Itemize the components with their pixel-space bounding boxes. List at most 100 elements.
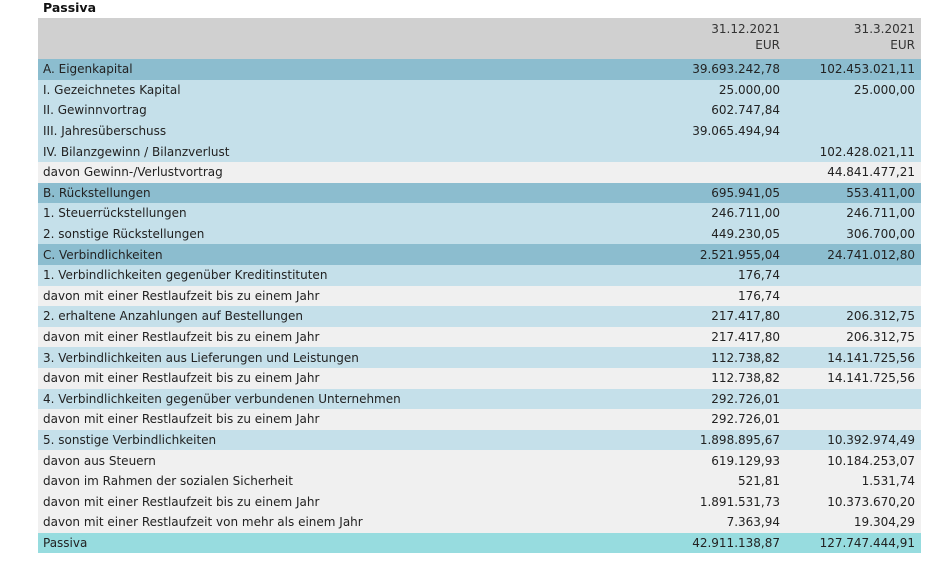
value-2021-12: 39.693.242,78: [649, 59, 786, 80]
value-2021-03: 14.141.725,56: [786, 367, 921, 389]
value-2021-12: 25.000,00: [649, 79, 786, 101]
row-label: davon Gewinn-/Verlustvortrag: [38, 161, 649, 183]
row-label: C. Verbindlichkeiten: [38, 244, 649, 265]
value-2021-12: 39.065.494,94: [649, 120, 786, 142]
table-row: II. Gewinnvortrag 602.747,84: [38, 100, 921, 121]
passiva-table: 31.12.2021 EUR 31.3.2021 EUR A. Eigenkap…: [38, 18, 921, 554]
row-label: III. Jahresüberschuss: [38, 120, 649, 142]
value-2021-03: 1.531,74: [786, 470, 921, 492]
row-label: 4. Verbindlichkeiten gegenüber verbunden…: [38, 388, 649, 410]
value-2021-03: 306.700,00: [786, 223, 921, 245]
value-2021-03: 25.000,00: [786, 79, 921, 101]
row-label: 1. Verbindlichkeiten gegenüber Kreditins…: [38, 264, 649, 286]
table-row: 1. Steuerrückstellungen 246.711,00 246.711…: [38, 203, 921, 224]
table-row: III. Jahresüberschuss 39.065.494,94: [38, 120, 921, 142]
row-label: davon mit einer Restlaufzeit von mehr al…: [38, 512, 649, 533]
value-2021-03: [786, 409, 921, 430]
value-2021-03: [786, 120, 921, 142]
header-currency: EUR: [755, 38, 780, 52]
table-header: 31.12.2021 EUR 31.3.2021 EUR: [38, 18, 921, 59]
value-2021-03: 127.747.444,91: [786, 532, 921, 554]
row-label: davon mit einer Restlaufzeit bis zu eine…: [38, 491, 649, 513]
table-row: davon mit einer Restlaufzeit von mehr al…: [38, 512, 921, 533]
value-2021-03: 102.453.021,11: [786, 59, 921, 80]
header-currency: EUR: [890, 38, 915, 52]
value-2021-03: 206.312,75: [786, 306, 921, 327]
value-2021-12: 217.417,80: [649, 326, 786, 348]
value-2021-12: 2.521.955,04: [649, 244, 786, 265]
header-date: 31.12.2021: [711, 22, 780, 36]
value-2021-12: 176,74: [649, 264, 786, 286]
value-2021-12: 176,74: [649, 285, 786, 307]
row-label: davon mit einer Restlaufzeit bis zu eine…: [38, 409, 649, 430]
header-label-cell: [38, 18, 649, 59]
row-label: I. Gezeichnetes Kapital: [38, 79, 649, 101]
value-2021-03: 44.841.477,21: [786, 161, 921, 183]
value-2021-03: 19.304,29: [786, 512, 921, 533]
value-2021-12: 602.747,84: [649, 100, 786, 121]
row-label: II. Gewinnvortrag: [38, 100, 649, 121]
header-date-2021-12: 31.12.2021 EUR: [649, 18, 786, 59]
table-row: davon mit einer Restlaufzeit bis zu eine…: [38, 326, 921, 348]
header-date-2021-03: 31.3.2021 EUR: [786, 18, 921, 59]
value-2021-12: 619.129,93: [649, 450, 786, 471]
value-2021-12: [649, 141, 786, 162]
row-label: Passiva: [38, 532, 649, 554]
table-row: 3. Verbindlichkeiten aus Lieferungen und…: [38, 347, 921, 368]
table-row: B. Rückstellungen 695.941,05 553.411,00: [38, 182, 921, 204]
value-2021-03: 206.312,75: [786, 326, 921, 348]
value-2021-03: 10.373.670,20: [786, 491, 921, 513]
value-2021-03: 553.411,00: [786, 182, 921, 204]
value-2021-12: 292.726,01: [649, 409, 786, 430]
table-row: A. Eigenkapital 39.693.242,78 102.453.021,…: [38, 59, 921, 80]
value-2021-12: 695.941,05: [649, 182, 786, 204]
value-2021-12: 112.738,82: [649, 367, 786, 389]
table-row: C. Verbindlichkeiten 2.521.955,04 24.741.0…: [38, 244, 921, 265]
table-row: davon Gewinn-/Verlustvortrag 44.841.477,2…: [38, 161, 921, 183]
table-row: I. Gezeichnetes Kapital 25.000,00 25.000,0…: [38, 79, 921, 101]
value-2021-12: 449.230,05: [649, 223, 786, 245]
value-2021-03: 10.184.253,07: [786, 450, 921, 471]
table-row: davon im Rahmen der sozialen Sicherheit 5…: [38, 470, 921, 492]
table-row: 2. erhaltene Anzahlungen auf Bestellunge…: [38, 306, 921, 327]
row-label: IV. Bilanzgewinn / Bilanzverlust: [38, 141, 649, 162]
table-row: IV. Bilanzgewinn / Bilanzverlust 102.428.…: [38, 141, 921, 162]
value-2021-03: 102.428.021,11: [786, 141, 921, 162]
table-row: davon mit einer Restlaufzeit bis zu eine…: [38, 285, 921, 307]
table-row: Passiva 42.911.138,87 127.747.444,91: [38, 532, 921, 554]
table-row: 1. Verbindlichkeiten gegenüber Kreditins…: [38, 264, 921, 286]
row-label: 1. Steuerrückstellungen: [38, 203, 649, 224]
row-label: davon mit einer Restlaufzeit bis zu eine…: [38, 326, 649, 348]
row-label: davon mit einer Restlaufzeit bis zu eine…: [38, 367, 649, 389]
table-row: davon aus Steuern 619.129,93 10.184.253,07: [38, 450, 921, 471]
value-2021-03: 24.741.012,80: [786, 244, 921, 265]
table-row: davon mit einer Restlaufzeit bis zu eine…: [38, 367, 921, 389]
row-label: B. Rückstellungen: [38, 182, 649, 204]
row-label: davon mit einer Restlaufzeit bis zu eine…: [38, 285, 649, 307]
value-2021-12: 292.726,01: [649, 388, 786, 410]
value-2021-12: 1.891.531,73: [649, 491, 786, 513]
table-row: davon mit einer Restlaufzeit bis zu eine…: [38, 409, 921, 430]
row-label: 5. sonstige Verbindlichkeiten: [38, 429, 649, 451]
header-date: 31.3.2021: [853, 22, 915, 36]
page-title: Passiva: [43, 0, 97, 15]
value-2021-03: 14.141.725,56: [786, 347, 921, 368]
value-2021-03: 246.711,00: [786, 203, 921, 224]
row-label: 2. sonstige Rückstellungen: [38, 223, 649, 245]
value-2021-03: [786, 264, 921, 286]
table-row: 2. sonstige Rückstellungen 449.230,05 306.…: [38, 223, 921, 245]
row-label: 2. erhaltene Anzahlungen auf Bestellunge…: [38, 306, 649, 327]
value-2021-03: [786, 100, 921, 121]
table-row: 5. sonstige Verbindlichkeiten 1.898.895,6…: [38, 429, 921, 451]
balance-sheet: Passiva 31.12.2021 EUR 31.3.2021 EUR A. …: [38, 0, 921, 554]
row-label: davon im Rahmen der sozialen Sicherheit: [38, 470, 649, 492]
table-body: A. Eigenkapital 39.693.242,78 102.453.021,…: [38, 59, 921, 554]
value-2021-12: [649, 161, 786, 183]
value-2021-12: 521,81: [649, 470, 786, 492]
value-2021-12: 42.911.138,87: [649, 532, 786, 554]
table-row: davon mit einer Restlaufzeit bis zu eine…: [38, 491, 921, 513]
value-2021-03: [786, 285, 921, 307]
row-label: davon aus Steuern: [38, 450, 649, 471]
value-2021-12: 7.363,94: [649, 512, 786, 533]
table-row: 4. Verbindlichkeiten gegenüber verbunden…: [38, 388, 921, 410]
